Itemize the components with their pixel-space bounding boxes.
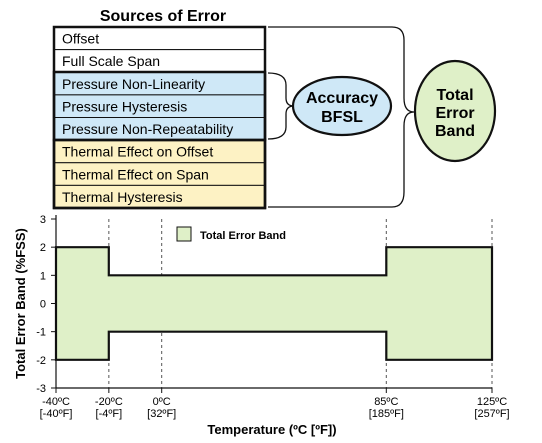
x-tick-label: -40ºC <box>42 396 70 408</box>
x-tick-sublabel: [32ºF] <box>147 408 176 420</box>
sources-title: Sources of Error <box>100 8 226 25</box>
total-node-line3: Band <box>435 123 475 140</box>
legend-swatch <box>176 226 192 242</box>
x-tick-label: 0ºC <box>153 396 171 408</box>
y-tick-label: 0 <box>40 299 46 311</box>
y-tick-label: -2 <box>36 355 46 367</box>
x-tick-sublabel: [-40ºF] <box>40 408 73 420</box>
source-row-label: Full Scale Span <box>62 53 160 69</box>
y-tick-label: 3 <box>40 214 46 226</box>
y-tick-label: -3 <box>36 383 46 395</box>
x-tick-label: -20ºC <box>95 396 123 408</box>
accuracy-bfsl-node <box>291 75 393 137</box>
x-axis-label: Temperature (ºC [ºF]) <box>207 422 336 437</box>
accuracy-node-line2: BFSL <box>321 109 363 126</box>
x-axis: -40ºC[-40ºF] -20ºC[-4ºF] 0ºC[32ºF] 85ºC[185… <box>40 387 510 420</box>
x-tick-label: 85ºC <box>374 396 398 408</box>
source-row-label: Thermal Effect on Offset <box>62 144 213 160</box>
y-tick-label: 1 <box>40 270 46 282</box>
source-row-label: Thermal Hysteresis <box>62 189 183 205</box>
y-axis: 3 2 1 0 -1 -2 -3 <box>36 214 57 395</box>
y-axis-label: Total Error Band (%FSS) <box>13 228 28 379</box>
thermal-group-frame <box>52 138 267 210</box>
total-error-band-area <box>54 246 494 361</box>
x-tick-sublabel: [185ºF] <box>369 408 404 420</box>
source-row-label: Pressure Non-Repeatability <box>62 121 233 137</box>
x-tick-label: 125ºC <box>477 396 507 408</box>
sources-list: Offset Full Scale Span Pressure Non-Linear… <box>53 26 266 209</box>
total-node-line2: Error <box>435 105 474 122</box>
source-row-label: Pressure Non-Linearity <box>62 76 205 92</box>
source-row-label: Pressure Hysteresis <box>62 98 187 114</box>
total-error-band-node <box>413 59 497 163</box>
accuracy-brace <box>267 72 295 140</box>
legend-label: Total Error Band <box>200 230 286 242</box>
source-row-label: Thermal Effect on Span <box>62 166 209 182</box>
accuracy-node-line1: Accuracy <box>306 90 378 107</box>
total-node-line1: Total <box>436 87 473 104</box>
error-band-chart: 3 2 1 0 -1 -2 -3 -40ºC[-40ºF] -20ºC[-4ºF] 0ºC[32… <box>13 214 510 437</box>
y-tick-label: 2 <box>40 242 46 254</box>
y-tick-label: -1 <box>36 327 46 339</box>
x-tick-sublabel: [257ºF] <box>474 408 509 420</box>
x-tick-sublabel: [-4ºF] <box>96 408 123 420</box>
source-row-label: Offset <box>62 31 99 47</box>
